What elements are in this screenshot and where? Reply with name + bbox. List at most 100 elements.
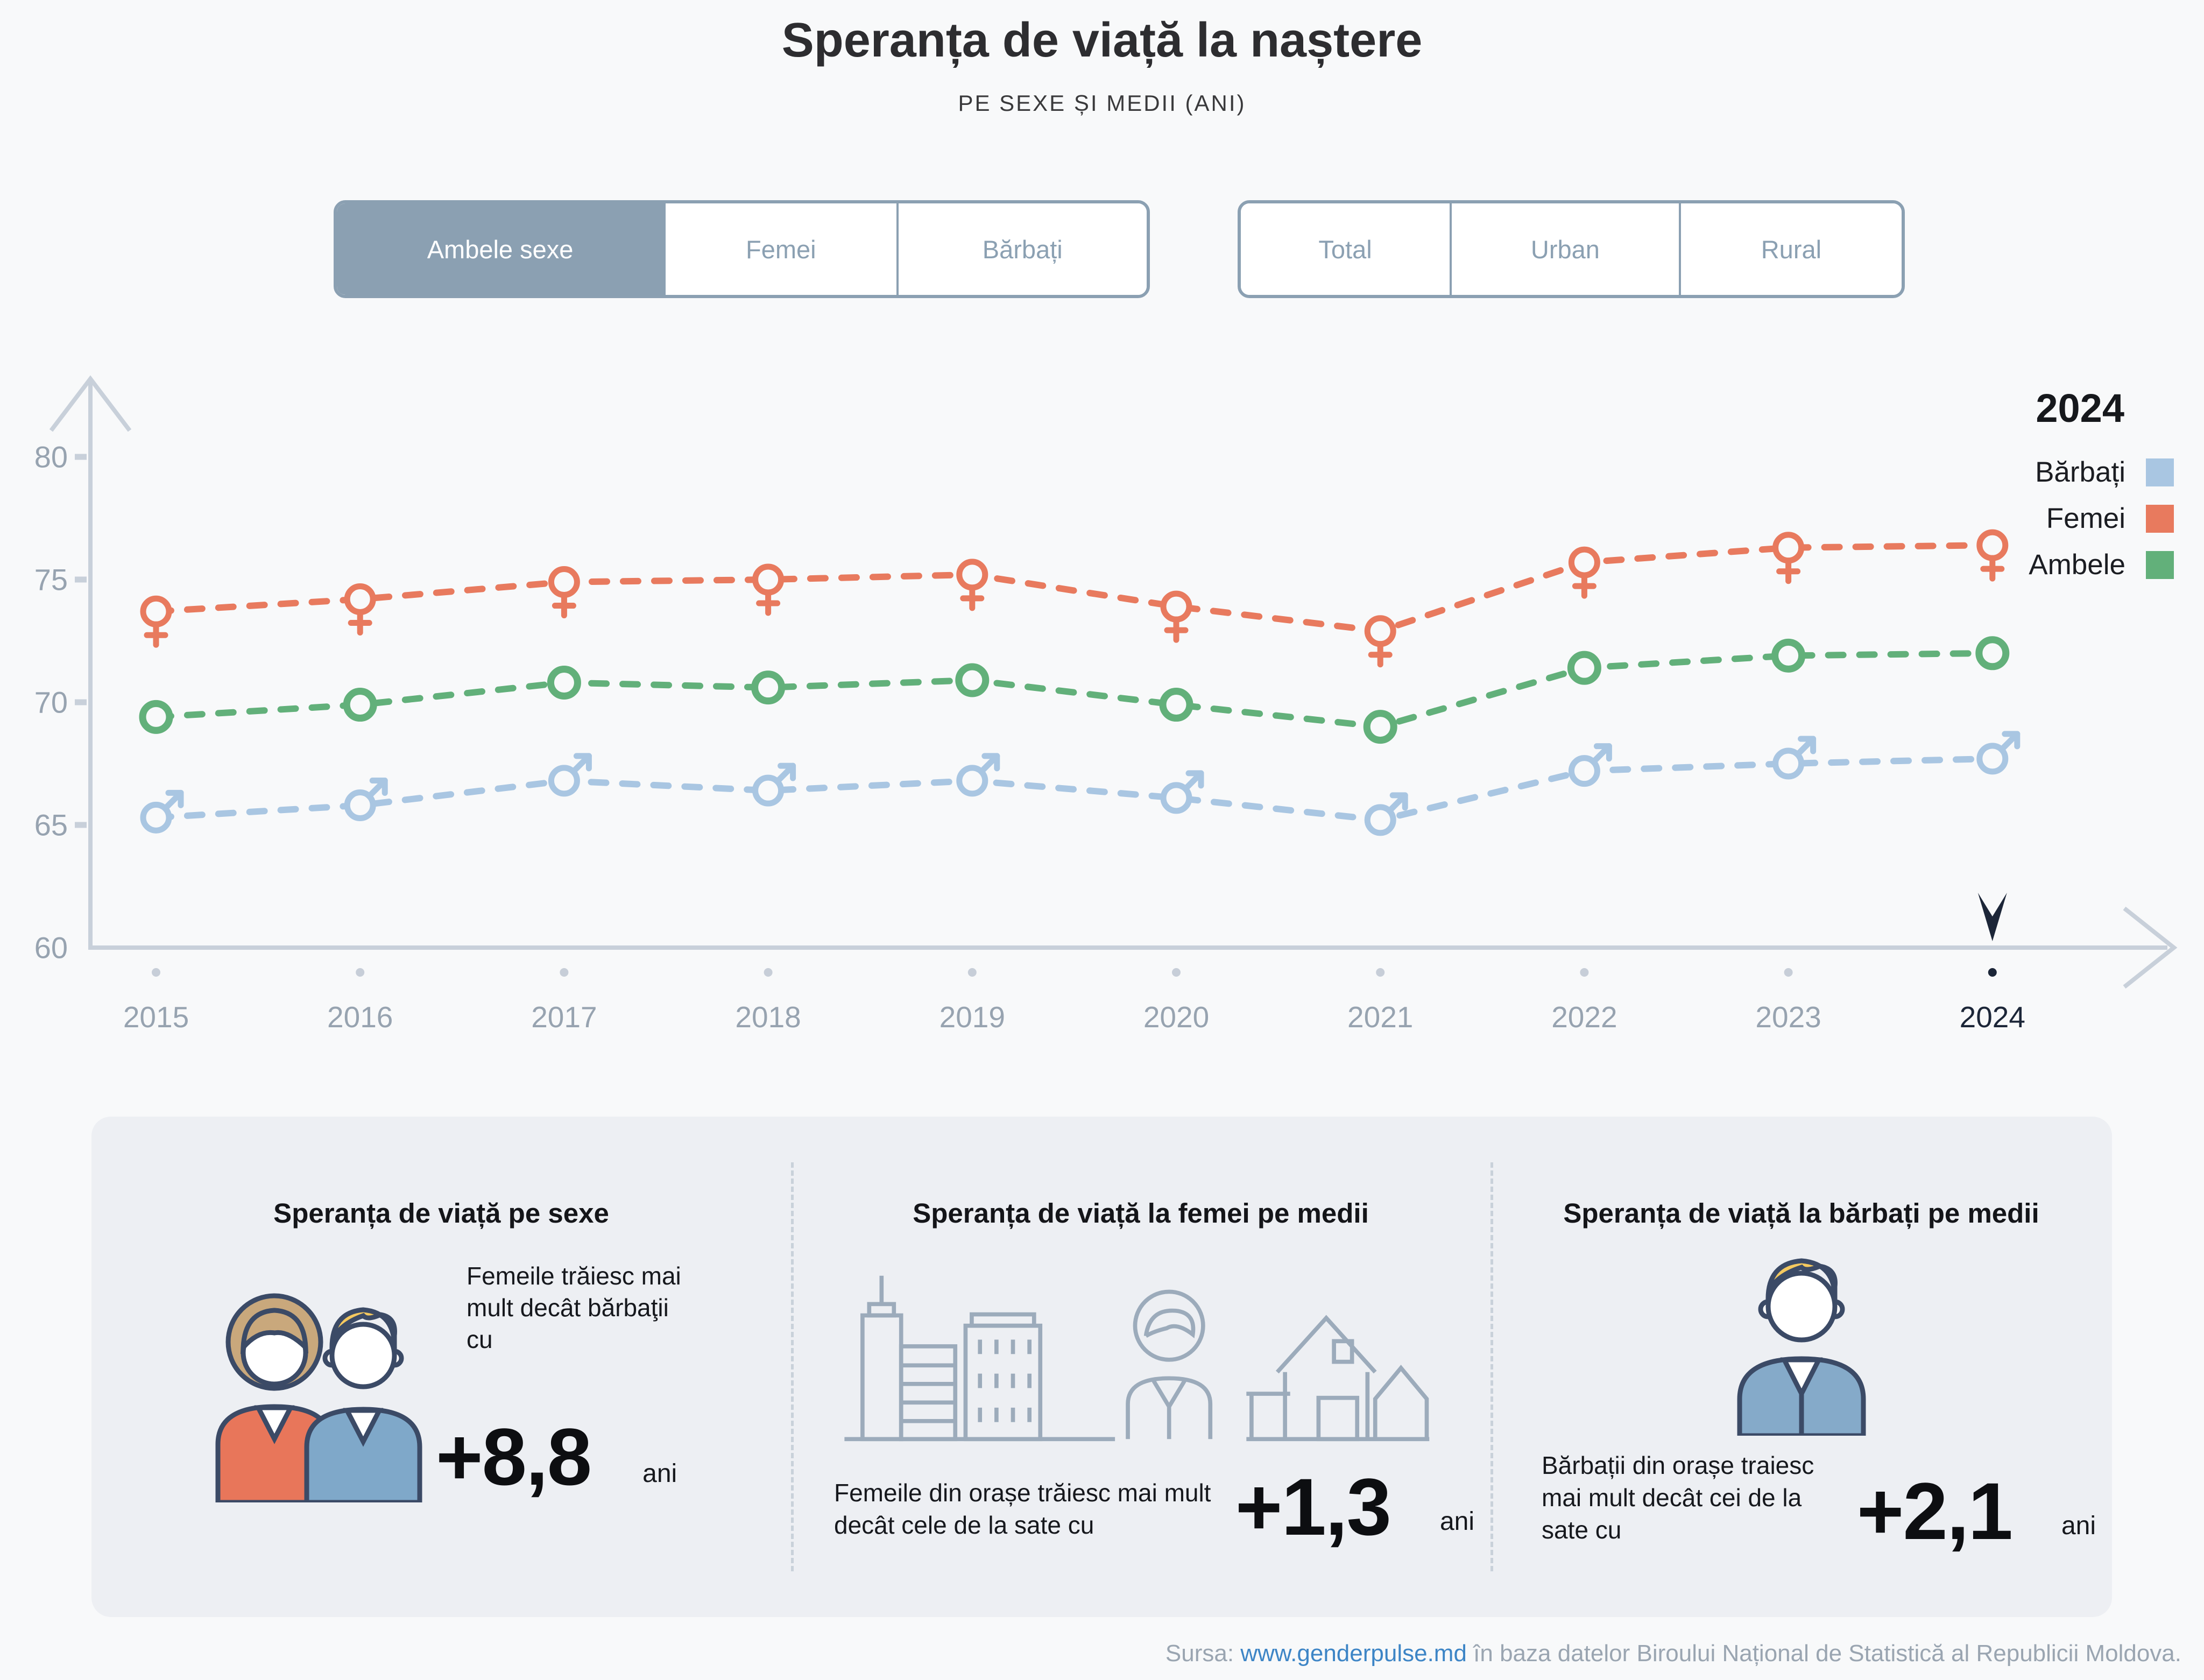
point-bărbați-2024 <box>1976 731 2021 775</box>
area-filter-rural[interactable]: Rural <box>1678 203 1902 295</box>
card-text: Femeile trăiesc mai mult decât bărbaţii … <box>467 1262 681 1353</box>
year-label-2023[interactable]: 2023 <box>1755 1000 1821 1034</box>
card-unit: ani <box>1439 1507 1474 1536</box>
year-label-2017[interactable]: 2017 <box>531 1000 597 1034</box>
card-unit: ani <box>642 1459 677 1488</box>
y-tick-label-65: 65 <box>34 808 68 842</box>
y-tick-label-60: 60 <box>34 931 68 965</box>
y-tick-label-75: 75 <box>34 563 68 597</box>
woman-icon <box>1126 1289 1213 1439</box>
chart-legend: 2024 Bărbați Femei Ambele <box>1873 385 2174 595</box>
legend-item-femei[interactable]: Femei <box>1873 502 2174 535</box>
point-bărbați-2019 <box>956 753 1000 797</box>
year-dot-2018[interactable] <box>764 968 773 977</box>
source-suffix: în baza datelor Biroului Național de Sta… <box>1466 1640 2181 1667</box>
card-title: Speranța de viață la bărbați pe medii <box>1563 1198 2039 1229</box>
point-bărbați-2022 <box>1568 743 1612 787</box>
card-divider <box>791 1162 794 1571</box>
point-bărbați-2021 <box>1364 792 1408 836</box>
man-icon <box>1737 1258 1866 1436</box>
legend-label: Femei <box>2046 503 2125 534</box>
year-dot-2015[interactable] <box>152 968 160 977</box>
point-femei-2023 <box>1772 532 1805 584</box>
year-label-2020[interactable]: 2020 <box>1143 1000 1209 1034</box>
year-dot-2024[interactable] <box>1988 968 1997 977</box>
card-text: Femeile din orașe trăiesc mai mult decât… <box>834 1479 1211 1540</box>
card-value: +1,3 <box>1235 1462 1391 1552</box>
legend-item-ambele[interactable]: Ambele <box>1873 548 2174 581</box>
point-ambele-2024 <box>1975 636 2010 670</box>
point-femei-2022 <box>1568 546 1600 599</box>
area-filter-total[interactable]: Total <box>1241 203 1450 295</box>
page-title: Speranța de viață la naștere <box>781 13 1423 67</box>
area-filter: Total Urban Rural <box>1238 200 1905 298</box>
area-filter-urban[interactable]: Urban <box>1450 203 1679 295</box>
timeline-pointer[interactable] <box>1977 893 2007 941</box>
year-dot-2023[interactable] <box>1784 968 1793 977</box>
point-bărbați-2017 <box>548 753 592 797</box>
legend-year: 2024 <box>2036 386 2124 430</box>
sex-filter-barbati[interactable]: Bărbați <box>896 203 1147 295</box>
year-dot-2016[interactable] <box>356 968 365 977</box>
year-dot-2022[interactable] <box>1580 968 1589 977</box>
card-title: Speranța de viață pe sexe <box>273 1198 609 1229</box>
city-woman-house-icon <box>844 1275 1430 1442</box>
card-divider <box>1490 1162 1493 1571</box>
ambele-color-swatch <box>2146 550 2174 579</box>
series-line-ambele <box>153 650 1996 730</box>
point-femei-2020 <box>1160 590 1192 643</box>
point-femei-2019 <box>956 559 988 611</box>
point-femei-2024 <box>1976 529 2009 582</box>
year-dot-2020[interactable] <box>1172 968 1181 977</box>
point-femei-2018 <box>752 563 785 616</box>
card-barbati-medii: Speranța de viață la bărbați pe medii <box>1490 1117 2112 1617</box>
point-ambele-2016 <box>343 688 377 722</box>
life-expectancy-chart: 60 65 70 75 80 2015 2016 2017 2018 2019 2020 2021 20… <box>34 375 2178 1034</box>
card-value: +8,8 <box>436 1411 592 1502</box>
year-dot-2017[interactable] <box>560 968 569 977</box>
series-line-femei <box>153 542 1996 634</box>
year-label-2016[interactable]: 2016 <box>327 1000 393 1034</box>
source-link[interactable]: www.genderpulse.md <box>1240 1640 1467 1667</box>
house-icon <box>1246 1315 1430 1442</box>
legend-item-barbati[interactable]: Bărbați <box>1873 456 2174 489</box>
source-prefix: Sursa: <box>1165 1640 1241 1667</box>
year-label-2018[interactable]: 2018 <box>735 1000 801 1034</box>
point-femei-2015 <box>140 595 172 648</box>
page-subtitle: PE SEXE ȘI MEDII (ANI) <box>958 90 1246 116</box>
year-label-2021[interactable]: 2021 <box>1347 1000 1413 1034</box>
sex-filter-femei[interactable]: Femei <box>663 203 896 295</box>
couple-icon <box>215 1293 422 1502</box>
y-axis-arrow-icon <box>49 375 132 432</box>
x-axis-arrow-icon <box>2123 906 2178 989</box>
point-femei-2016 <box>344 583 376 636</box>
point-bărbați-2020 <box>1160 770 1204 814</box>
source-note: Sursa: www.genderpulse.md în baza datelo… <box>1165 1640 2181 1667</box>
point-bărbați-2015 <box>140 789 184 834</box>
point-bărbați-2018 <box>752 763 796 807</box>
point-ambele-2019 <box>955 663 990 697</box>
y-tick-label-70: 70 <box>34 686 68 719</box>
sex-filter: Ambele sexe Femei Bărbați <box>334 200 1150 298</box>
point-femei-2017 <box>548 566 580 619</box>
year-label-2022[interactable]: 2022 <box>1551 1000 1617 1034</box>
point-ambele-2017 <box>547 666 581 700</box>
year-dot-2021[interactable] <box>1376 968 1385 977</box>
year-label-2015[interactable]: 2015 <box>123 1000 189 1034</box>
point-ambele-2018 <box>751 670 786 705</box>
y-tick-label-80: 80 <box>34 440 68 474</box>
barbati-color-swatch <box>2146 458 2174 486</box>
year-dot-2019[interactable] <box>967 968 977 977</box>
point-femei-2021 <box>1364 615 1396 668</box>
point-ambele-2021 <box>1363 710 1397 744</box>
point-ambele-2023 <box>1771 638 1806 673</box>
sex-filter-ambele-sexe[interactable]: Ambele sexe <box>337 203 664 295</box>
year-label-2019[interactable]: 2019 <box>939 1000 1005 1034</box>
femei-color-swatch <box>2146 504 2174 533</box>
series-line-bărbați <box>153 755 1996 823</box>
year-label-2024[interactable]: 2024 <box>1960 1000 2025 1034</box>
card-title: Speranța de viață la femei pe medii <box>913 1198 1369 1229</box>
card-femei-medii: Speranța de viață la femei pe medii <box>791 1117 1490 1617</box>
insights-panel: Speranța de viață pe sexe <box>91 1117 2112 1617</box>
